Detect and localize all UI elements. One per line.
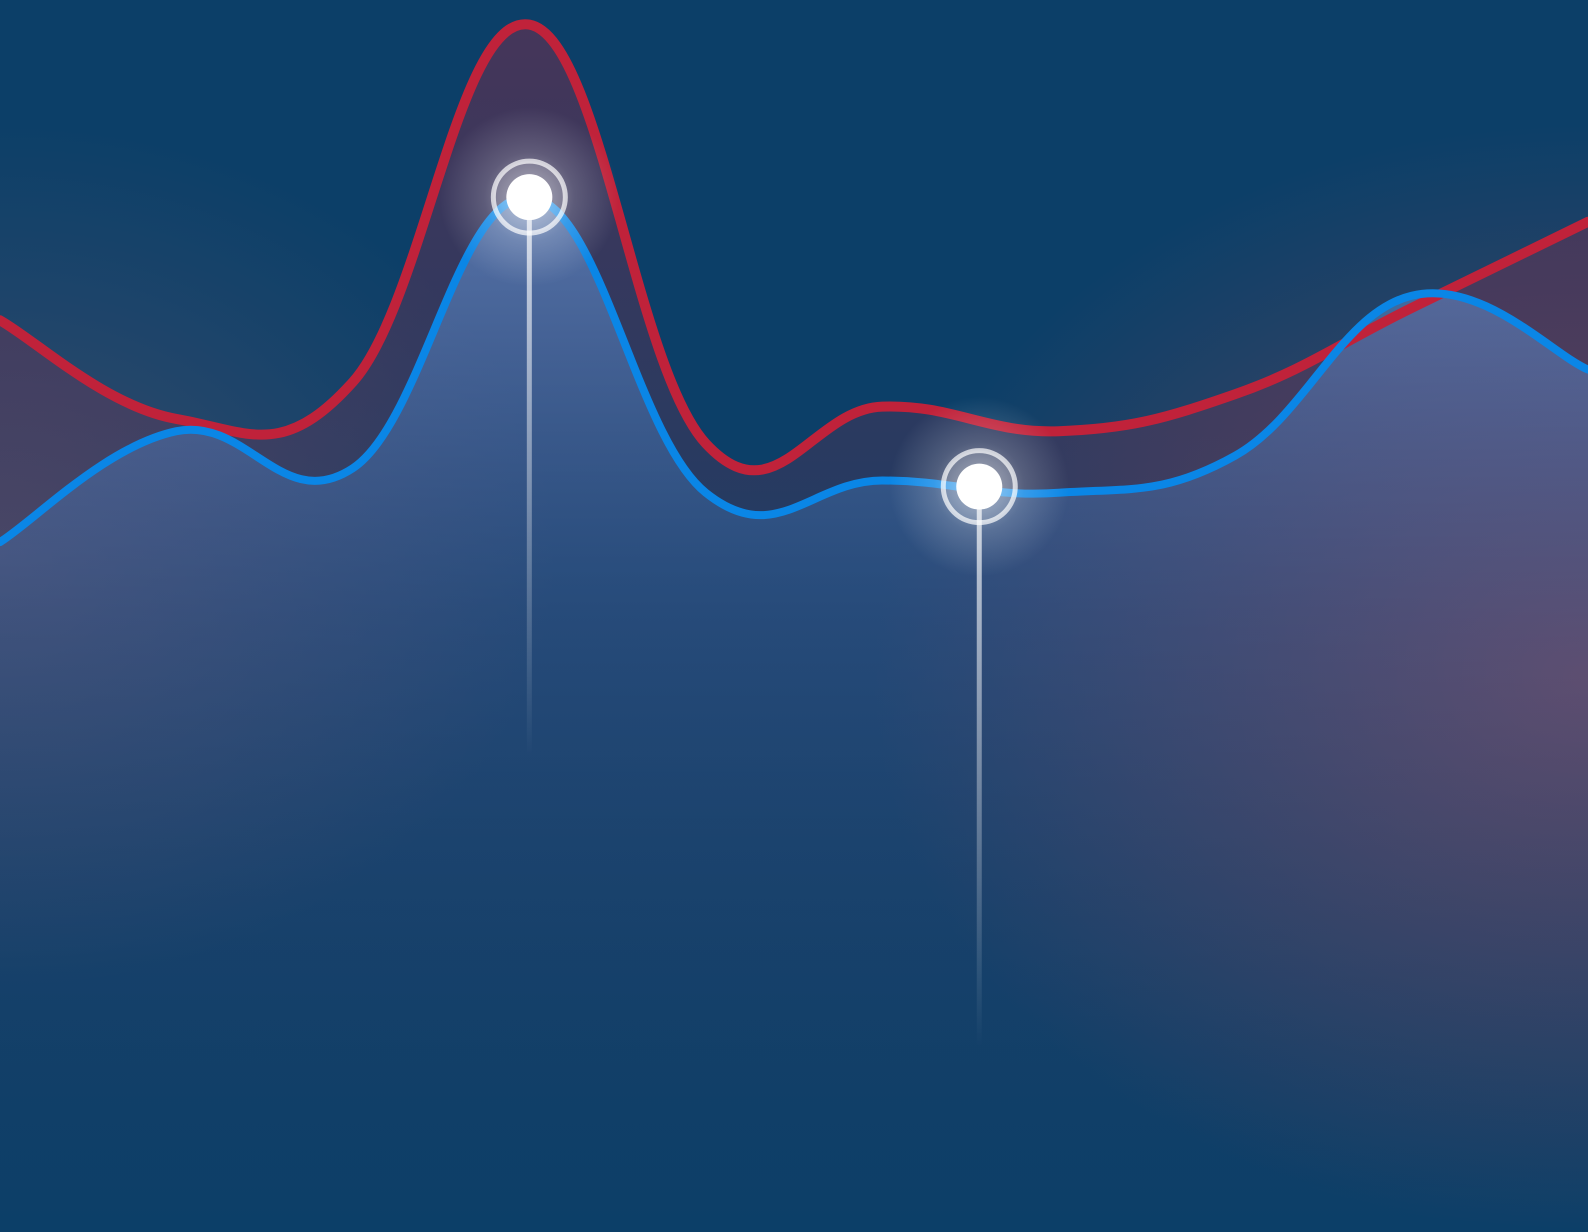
marker-dot — [956, 463, 1003, 510]
highlight-marker-1[interactable] — [439, 107, 620, 758]
series-areas — [0, 24, 1588, 1232]
series-1-line — [0, 19, 1588, 476]
marker-dot — [506, 174, 553, 221]
highlight-marker-2[interactable] — [889, 396, 1070, 1047]
series-2-line — [0, 193, 1588, 547]
series-2-area — [0, 197, 1588, 1232]
highlight-markers — [439, 107, 1070, 1047]
series-lines — [0, 19, 1588, 547]
marker-drop-line — [976, 486, 982, 1047]
marker-drop-line — [526, 197, 532, 758]
